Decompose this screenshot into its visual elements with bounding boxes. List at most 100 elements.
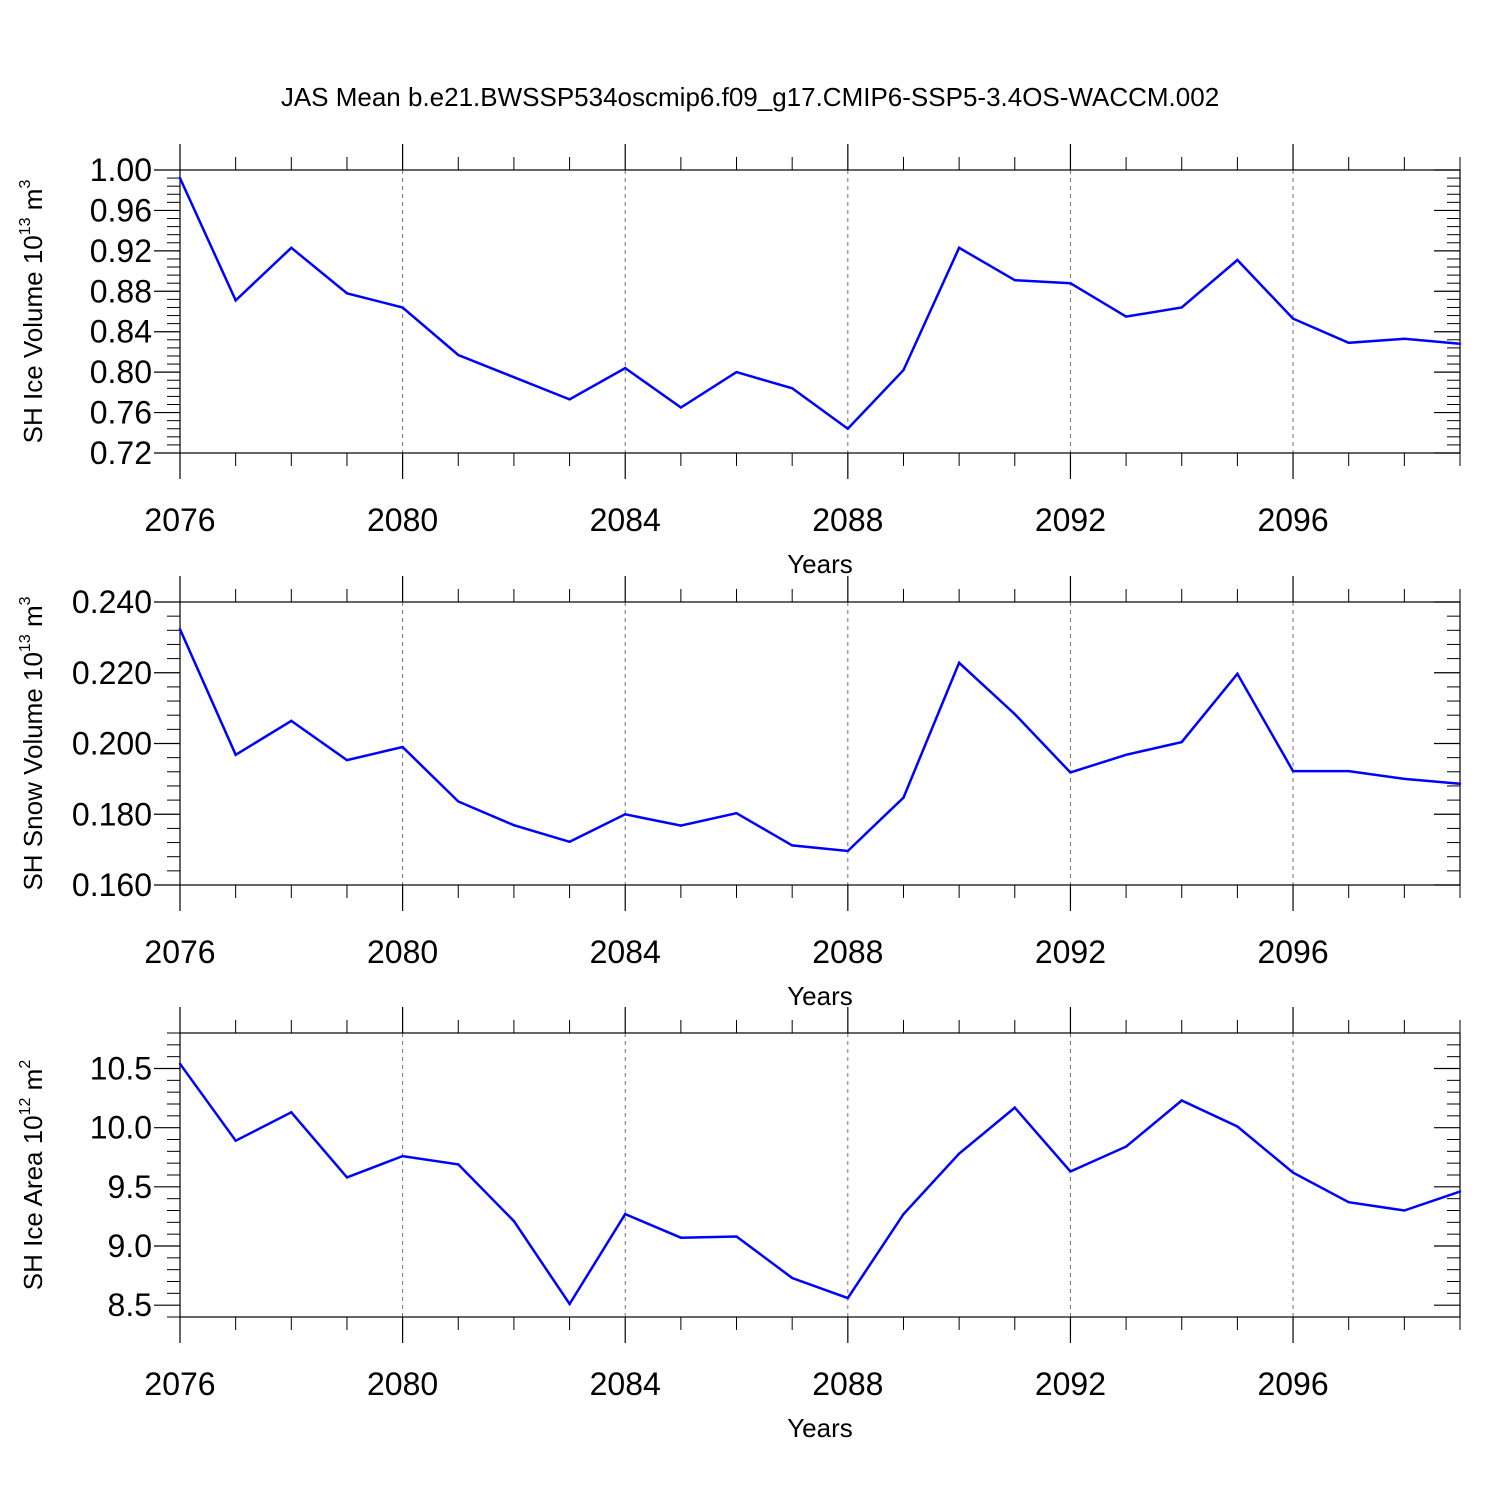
x-tick-label: 2080 — [367, 934, 438, 970]
data-point — [401, 1154, 404, 1158]
y-tick-label: 0.240 — [72, 584, 152, 620]
data-point — [1180, 740, 1183, 744]
data-point — [902, 796, 905, 799]
y-tick-label: 0.96 — [90, 192, 152, 228]
data-point — [457, 1163, 460, 1166]
data-point — [512, 824, 516, 827]
data-point — [679, 406, 683, 409]
data-point — [401, 745, 404, 749]
x-tick-label: 2092 — [1035, 1366, 1106, 1402]
y-tick-label: 0.88 — [90, 273, 152, 309]
data-point — [234, 299, 237, 302]
figure-title: JAS Mean b.e21.BWSSP534oscmip6.f09_g17.C… — [281, 82, 1219, 112]
data-point — [1124, 1145, 1128, 1148]
data-point — [1236, 672, 1239, 676]
x-tick-label: 2084 — [590, 1366, 661, 1402]
data-point — [1458, 342, 1462, 346]
data-point — [957, 1152, 961, 1155]
data-point — [1458, 1190, 1462, 1193]
data-point — [902, 1212, 905, 1216]
data-point — [957, 246, 961, 250]
y-axis-label-unit: m — [18, 605, 48, 634]
x-tick-label: 2092 — [1035, 934, 1106, 970]
chart-panels: 0.72 0.76 0.80 0.84 0.88 0.92 0.96 1.00 2076 2080… — [17, 144, 1462, 1443]
y-axis-label-text: SH Snow Volume 10 — [18, 652, 48, 890]
data-point — [846, 427, 850, 430]
data-point — [1180, 306, 1183, 309]
data-point — [178, 628, 182, 631]
y-tick-label: 0.76 — [90, 395, 152, 431]
data-point — [846, 1296, 850, 1300]
data-point — [568, 398, 571, 401]
data-point — [457, 800, 460, 803]
data-point — [234, 1139, 237, 1142]
data-point — [1013, 278, 1016, 282]
y-axis-label-exp: 13 — [17, 217, 34, 235]
data-point — [1013, 1106, 1016, 1109]
y-tick-label: 1.00 — [90, 152, 152, 188]
data-point — [1291, 769, 1295, 773]
data-point — [1180, 1099, 1183, 1102]
data-point — [1403, 777, 1406, 781]
y-tick-label: 8.5 — [108, 1287, 152, 1323]
x-axis-label: Years — [787, 981, 853, 1011]
x-tick-label: 2092 — [1035, 502, 1106, 538]
x-tick-label: 2084 — [590, 934, 661, 970]
data-point — [957, 661, 961, 665]
y-axis-label-unit-exp: 3 — [17, 596, 34, 605]
x-axis-label: Years — [787, 549, 853, 579]
data-point — [345, 758, 349, 762]
data-point — [1347, 341, 1350, 345]
y-axis-label: SH Ice Volume 1013 m3 — [17, 180, 48, 444]
chart-panel-1: 0.72 0.76 0.80 0.84 0.88 0.92 0.96 1.00 2076 2080… — [17, 144, 1462, 579]
y-tick-label: 10.0 — [90, 1110, 152, 1146]
plot-frame — [179, 169, 1461, 454]
data-point — [178, 176, 182, 180]
data-point — [790, 387, 794, 390]
y-tick-label: 0.200 — [72, 726, 152, 762]
x-tick-label: 2084 — [590, 502, 661, 538]
x-tick-label: 2088 — [812, 1366, 883, 1402]
y-axis-label-unit: m — [18, 189, 48, 218]
y-tick-label: 0.160 — [72, 867, 152, 903]
data-point — [290, 246, 293, 250]
x-tick-label: 2096 — [1257, 502, 1328, 538]
data-point — [790, 1276, 794, 1280]
data-point — [1124, 315, 1128, 318]
x-tick-label: 2088 — [812, 934, 883, 970]
x-tick-label: 2076 — [144, 1366, 215, 1402]
x-tick-label: 2076 — [144, 502, 215, 538]
data-point — [1013, 712, 1016, 716]
data-point — [1458, 782, 1462, 786]
data-point — [345, 292, 349, 295]
y-tick-label: 0.72 — [90, 435, 152, 471]
y-axis-label-exp: 13 — [17, 634, 34, 652]
data-point — [1069, 282, 1072, 285]
x-axis-label: Years — [787, 1413, 853, 1443]
y-axis-label-unit: m — [18, 1069, 48, 1098]
data-point — [457, 353, 460, 357]
y-axis-label-exp: 12 — [17, 1097, 34, 1115]
x-tick-label: 2096 — [1257, 1366, 1328, 1402]
x-tick-label: 2080 — [367, 502, 438, 538]
data-point — [568, 840, 571, 844]
data-point — [735, 811, 738, 815]
x-tick-label: 2096 — [1257, 934, 1328, 970]
y-tick-label: 0.92 — [90, 233, 152, 269]
data-point — [624, 366, 627, 370]
data-point — [512, 1219, 516, 1223]
data-point — [401, 306, 404, 309]
data-point — [1069, 771, 1072, 774]
y-axis-label-unit-exp: 2 — [17, 1060, 34, 1069]
x-tick-label: 2088 — [812, 502, 883, 538]
data-point — [512, 375, 516, 379]
y-tick-label: 0.180 — [72, 796, 152, 832]
plot-frame — [179, 1032, 1461, 1318]
data-point — [1124, 753, 1128, 757]
data-point — [790, 844, 794, 847]
data-point — [902, 368, 905, 372]
y-tick-label: 9.0 — [108, 1228, 152, 1264]
data-point — [1347, 1201, 1350, 1204]
data-point — [1236, 258, 1239, 262]
